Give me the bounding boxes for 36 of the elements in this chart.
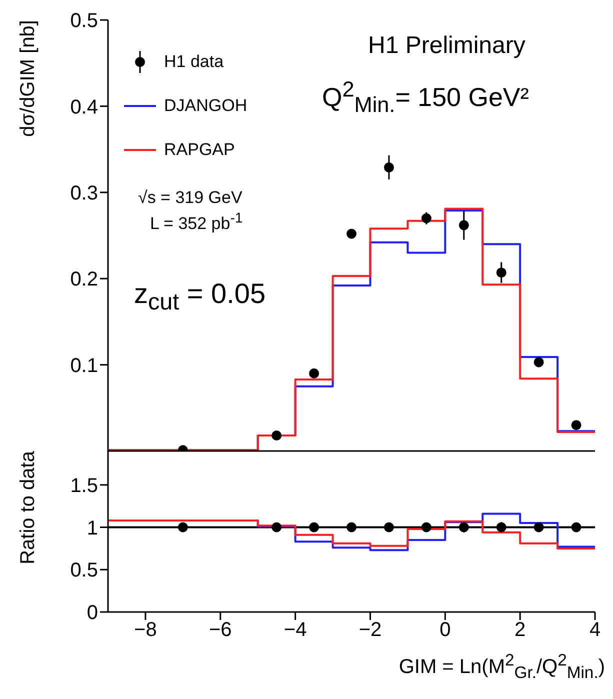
legend-label: DJANGOH [164, 96, 248, 116]
y-tick-label: 1 [86, 517, 98, 540]
y-tick-label: 0.4 [70, 96, 98, 118]
x-tick-label: −8 [134, 619, 157, 642]
point [346, 228, 356, 239]
y-tick-label: 0.3 [70, 182, 98, 204]
x-tick-label: −4 [284, 619, 307, 642]
point [571, 420, 582, 430]
y-axis-title: Ratio to data [17, 450, 40, 564]
point [272, 430, 282, 440]
point [534, 357, 544, 368]
x-tick-label: −6 [208, 619, 232, 642]
point [309, 368, 320, 378]
annotation: Q$^{2}$$_{Min.}$= 150 GeV² [322, 76, 529, 117]
annotation: L = 352 pb$^{-1}$ [150, 210, 243, 233]
annotation: H1 Preliminary [368, 32, 526, 59]
y-tick-label: 1.5 [70, 474, 98, 497]
y-tick-label: 0.2 [70, 268, 98, 291]
x-axis-title: GIM = Ln(M$^{2}$$_{Gr.}$/Q$^{2}$$_{Min.}$) [398, 650, 605, 682]
legend-label: RAPGAP [164, 140, 235, 160]
y-tick-label: 0.5 [70, 10, 98, 32]
point [496, 268, 506, 278]
x-tick-label: 4 [589, 619, 601, 642]
legend-label: H1 data [164, 52, 224, 72]
y-tick-label: 0.5 [70, 560, 98, 582]
point [458, 220, 469, 230]
y-tick-label: 0.1 [70, 354, 98, 377]
y-tick-label: 0 [86, 602, 98, 624]
x-tick-label: 0 [440, 619, 451, 642]
annotation: z$_{cut}$ = 0.05 [134, 278, 266, 315]
x-tick-label: 2 [514, 619, 526, 642]
x-tick-label: −2 [358, 619, 382, 642]
point [384, 162, 394, 172]
point [421, 213, 432, 224]
annotation: √s = 319 GeV [138, 188, 242, 207]
y-axis-title: dσ/dGIM [nb] [17, 20, 40, 137]
